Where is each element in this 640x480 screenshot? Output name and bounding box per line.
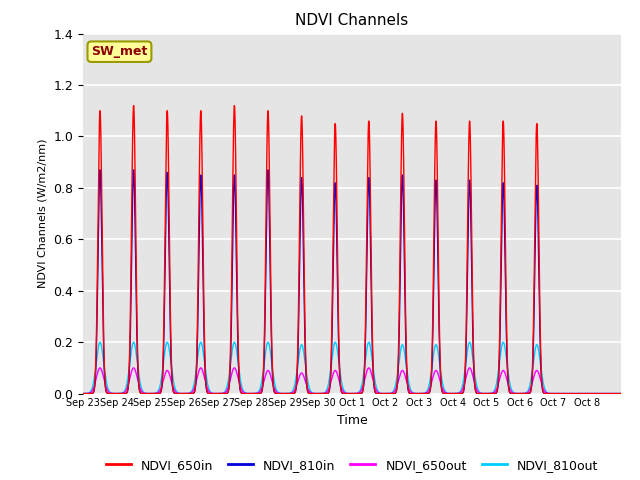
Y-axis label: NDVI Channels (W/m2/nm): NDVI Channels (W/m2/nm) (38, 139, 48, 288)
X-axis label: Time: Time (337, 414, 367, 427)
Legend: NDVI_650in, NDVI_810in, NDVI_650out, NDVI_810out: NDVI_650in, NDVI_810in, NDVI_650out, NDV… (100, 454, 604, 477)
Title: NDVI Channels: NDVI Channels (296, 13, 408, 28)
Text: SW_met: SW_met (92, 45, 148, 58)
